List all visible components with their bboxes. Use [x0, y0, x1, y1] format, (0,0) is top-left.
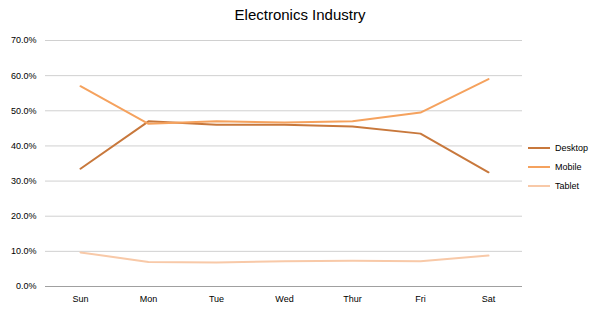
html-text:Electronics Industry: Electronics Industry	[234, 6, 366, 23]
svg-text:20.0%: 20.0%	[11, 211, 37, 221]
svg-text:40.0%: 40.0%	[11, 141, 37, 151]
svg-text:Thur: Thur	[343, 294, 362, 304]
html-text:Tablet: Tablet	[555, 180, 579, 191]
svg-text:10.0%: 10.0%	[11, 246, 37, 256]
svg-text:0.0%: 0.0%	[16, 281, 37, 291]
svg-text:Sat: Sat	[482, 294, 496, 304]
svg-text:Tue: Tue	[209, 294, 224, 304]
svg-text:60.0%: 60.0%	[11, 71, 37, 81]
svg-text:Mon: Mon	[140, 294, 158, 304]
svg-text:Wed: Wed	[275, 294, 293, 304]
svg-text:Fri: Fri	[415, 294, 426, 304]
svg-text:30.0%: 30.0%	[11, 176, 37, 186]
svg-text:Sun: Sun	[72, 294, 88, 304]
svg-text:50.0%: 50.0%	[11, 106, 37, 116]
svg-text:70.0%: 70.0%	[11, 35, 37, 45]
html-text:Mobile: Mobile	[555, 161, 582, 172]
html-text:Desktop: Desktop	[555, 142, 588, 153]
